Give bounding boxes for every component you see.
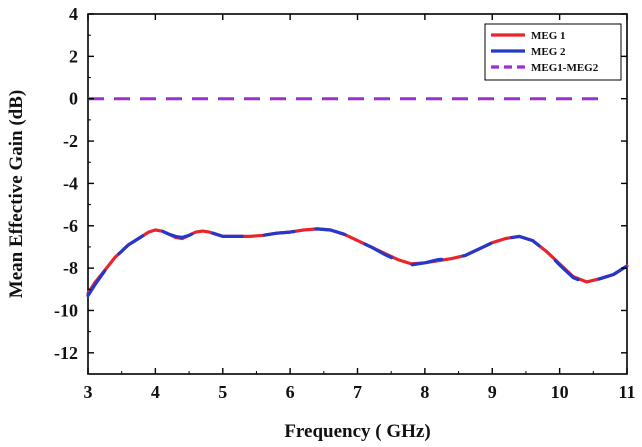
y-tick-label: -4 xyxy=(63,173,78,193)
y-tick-label: -8 xyxy=(63,258,78,278)
x-tick-label: 10 xyxy=(551,382,569,402)
x-tick-label: 8 xyxy=(420,382,429,402)
x-tick-label: 9 xyxy=(488,382,497,402)
series-line-1 xyxy=(86,227,629,296)
y-tick-label: -2 xyxy=(63,131,78,151)
x-tick-label: 3 xyxy=(84,382,93,402)
legend-label: MEG1-MEG2 xyxy=(531,62,599,74)
x-axis-label: Frequency ( GHz) xyxy=(284,421,430,442)
legend-label: MEG 2 xyxy=(531,46,566,58)
y-tick-label: 2 xyxy=(69,46,78,66)
x-tick-label: 6 xyxy=(286,382,295,402)
y-tick-label: -12 xyxy=(54,343,78,363)
y-tick-label: -10 xyxy=(54,300,78,320)
x-tick-label: 5 xyxy=(218,382,227,402)
x-tick-label: 11 xyxy=(618,382,635,402)
y-tick-label: 0 xyxy=(69,89,78,109)
legend-label: MEG 1 xyxy=(531,30,566,42)
x-tick-label: 7 xyxy=(353,382,362,402)
y-tick-label: -6 xyxy=(63,216,78,236)
y-axis-label: Mean Effective Gain (dB) xyxy=(6,90,27,298)
legend: MEG 1 MEG 2 MEG1-MEG2 xyxy=(484,23,622,81)
y-tick-label: 4 xyxy=(69,4,78,24)
series-line-2 xyxy=(86,227,629,298)
x-tick-label: 4 xyxy=(151,382,160,402)
